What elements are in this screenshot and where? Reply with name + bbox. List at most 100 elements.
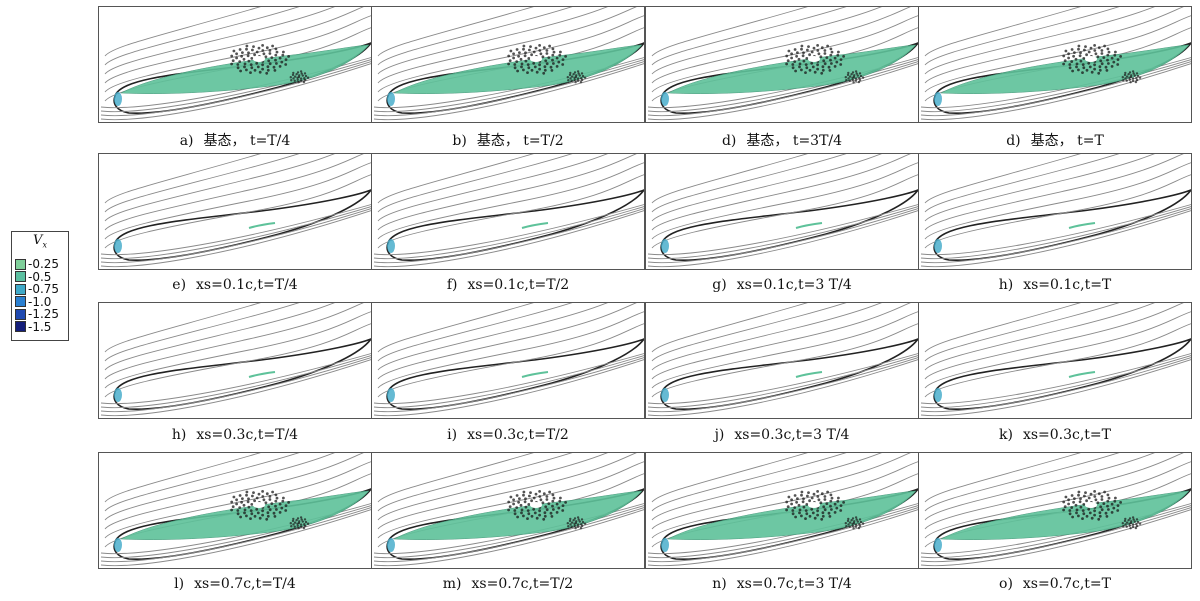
legend-label: -1.0 — [28, 294, 52, 309]
caption-letter: e) — [172, 277, 187, 293]
caption-text: 基态， t=T/2 — [476, 133, 564, 149]
leading-edge-suction — [114, 92, 122, 106]
legend-entry: -0.5 — [15, 271, 51, 283]
caption-text: xs=0.7c,t=T — [1022, 576, 1111, 592]
vortex-center — [253, 56, 265, 62]
leading-edge-suction — [114, 239, 122, 253]
airfoil — [113, 338, 371, 411]
vx-colorbar-legend: Vx -0.25 -0.5 -0.75 -1.0 -1.25 -1.5 — [11, 231, 69, 341]
panel-caption: h) xs=0.1c,t=T — [918, 277, 1192, 293]
separation-region — [120, 44, 370, 94]
vortex-center — [808, 502, 820, 508]
legend-swatch — [15, 296, 26, 307]
leading-edge-suction — [934, 388, 942, 402]
separation-region — [940, 490, 1190, 540]
streamlines — [373, 154, 644, 268]
separation-region — [667, 490, 917, 540]
legend-entry: -0.75 — [15, 283, 59, 295]
flow-field-panel — [645, 302, 919, 419]
flow-field-panel — [645, 452, 919, 569]
leading-edge-suction — [661, 239, 669, 253]
leading-edge-suction — [387, 92, 395, 106]
legend-swatch — [15, 258, 26, 270]
flow-field-panel — [98, 153, 372, 270]
leading-edge-suction — [934, 538, 942, 552]
airfoil — [933, 338, 1191, 411]
vortex-center — [1085, 502, 1097, 508]
caption-text: xs=0.1c,t=T/4 — [196, 277, 298, 293]
caption-letter: n) — [712, 576, 727, 592]
streamlines — [647, 303, 918, 417]
attached-flow-marker — [521, 371, 549, 378]
airfoil — [386, 189, 644, 262]
caption-text: xs=0.7c,t=3 T/4 — [736, 576, 852, 592]
legend-swatch — [15, 271, 26, 282]
leading-edge-suction — [661, 538, 669, 552]
streamlines — [647, 154, 918, 268]
flow-field-panel — [371, 302, 645, 419]
panel-caption: b) 基态， t=T/2 — [371, 130, 645, 150]
legend-label: -0.25 — [28, 257, 60, 271]
caption-letter: a) — [179, 133, 194, 149]
flow-field-panel — [918, 452, 1192, 569]
legend-label: -1.25 — [28, 307, 60, 321]
panel-caption: d) 基态， t=T — [918, 130, 1192, 150]
leading-edge-suction — [934, 92, 942, 106]
caption-letter: h) — [171, 427, 187, 443]
panel-caption: m) xs=0.7c,t=T/2 — [371, 576, 645, 592]
legend-entry: -0.25 — [15, 258, 59, 270]
caption-letter: g) — [712, 277, 727, 293]
caption-letter: o) — [999, 576, 1013, 592]
leading-edge-suction — [661, 388, 669, 402]
panel-caption: o) xs=0.7c,t=T — [918, 576, 1192, 592]
legend-entry: -1.5 — [15, 321, 51, 333]
caption-letter: h) — [998, 277, 1014, 293]
vortex-cores — [230, 44, 310, 84]
attached-flow-marker — [1068, 222, 1096, 229]
airfoil — [113, 189, 371, 262]
legend-label: -0.5 — [28, 269, 52, 284]
airfoil — [660, 189, 918, 262]
caption-text: xs=0.3c,t=T/4 — [196, 427, 299, 443]
flow-field-panel — [371, 452, 645, 569]
legend-title: Vx — [33, 233, 47, 250]
airfoil — [660, 338, 918, 411]
leading-edge-suction — [114, 388, 122, 402]
panel-caption: f) xs=0.1c,t=T/2 — [371, 277, 645, 293]
panel-caption: i) xs=0.3c,t=T/2 — [371, 427, 645, 443]
caption-text: xs=0.1c,t=T/2 — [467, 277, 570, 293]
legend-swatch — [15, 321, 26, 332]
legend-entry: -1.25 — [15, 308, 59, 320]
attached-flow-marker — [795, 371, 823, 378]
attached-flow-marker — [1068, 371, 1096, 378]
caption-text: xs=0.3c,t=T/2 — [467, 427, 569, 443]
caption-letter: j) — [714, 427, 725, 443]
caption-letter: m) — [442, 576, 462, 592]
streamlines — [920, 303, 1191, 417]
separation-region — [667, 44, 917, 94]
attached-flow-marker — [248, 371, 276, 378]
streamlines — [373, 303, 644, 417]
leading-edge-suction — [387, 388, 395, 402]
vortex-center — [530, 56, 542, 62]
vortex-cores — [507, 44, 587, 84]
panel-caption: h) xs=0.3c,t=T/4 — [98, 427, 372, 443]
flow-field-panel — [98, 452, 372, 569]
vortex-cores — [1062, 44, 1142, 84]
vortex-center — [530, 502, 542, 508]
leading-edge-suction — [387, 239, 395, 253]
panel-caption: k) xs=0.3c,t=T — [918, 427, 1192, 443]
flow-field-panel — [918, 302, 1192, 419]
leading-edge-suction — [387, 538, 395, 552]
flow-field-panel — [371, 153, 645, 270]
flow-field-panel — [645, 153, 919, 270]
legend-entry: -1.0 — [15, 296, 51, 308]
leading-edge-suction — [934, 239, 942, 253]
caption-text: xs=0.3c,t=T — [1022, 427, 1111, 443]
panel-caption: n) xs=0.7c,t=3 T/4 — [645, 576, 919, 592]
caption-text: 基态， t=T — [1030, 133, 1104, 149]
caption-text: 基态， t=3T/4 — [746, 133, 843, 149]
flow-field-panel — [98, 6, 372, 123]
attached-flow-marker — [248, 222, 276, 229]
vortex-center — [808, 56, 820, 62]
